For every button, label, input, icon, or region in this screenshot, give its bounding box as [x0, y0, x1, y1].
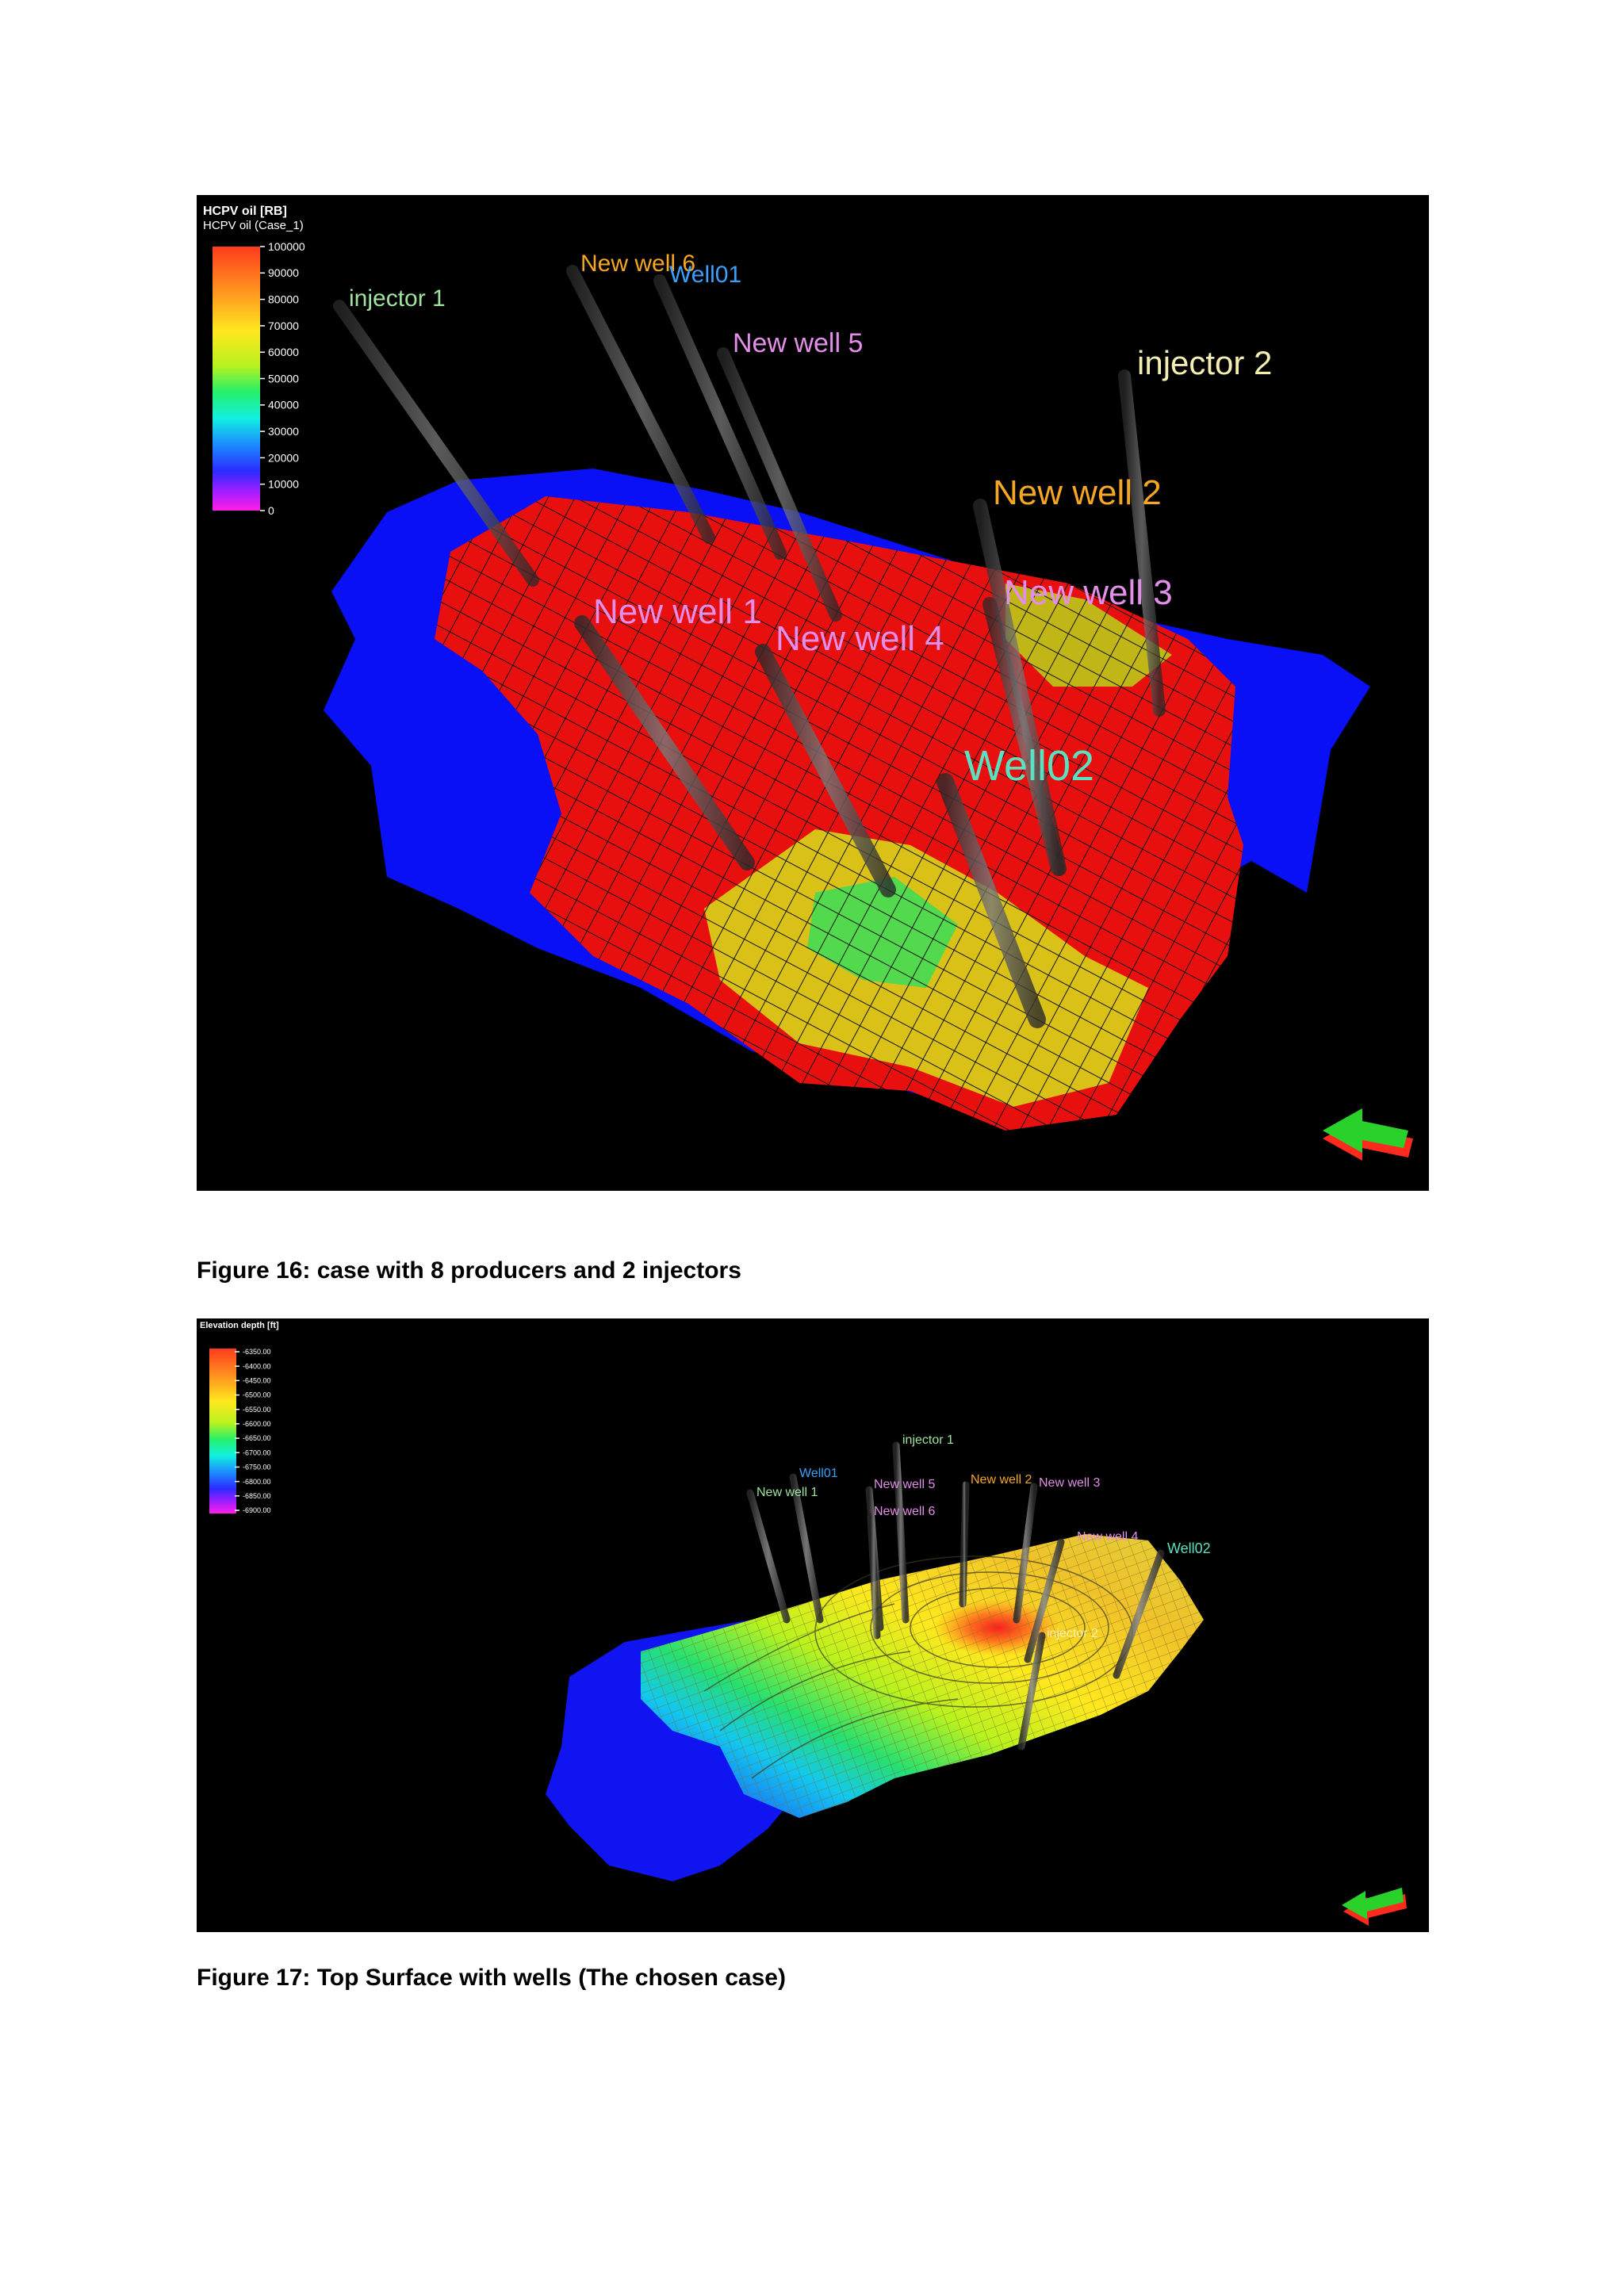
- legend-tick-label: -6500.00: [243, 1391, 271, 1399]
- legend-colorbar: [209, 1349, 236, 1513]
- well-label-new-well-5: New well 5: [733, 328, 863, 358]
- well-label-new-well-4: New well 4: [776, 619, 944, 658]
- legend-tick-label: 50000: [268, 372, 299, 385]
- well-label-well01: Well01: [669, 262, 741, 288]
- well-label-well02: Well02: [1167, 1540, 1211, 1556]
- legend-ticks: -6350.00 -6400.00 -6450.00 -6500.00 -6550.00…: [235, 1348, 271, 1514]
- legend-colorbar: [213, 247, 260, 511]
- well-label-new-well-5: New well 5: [874, 1478, 935, 1491]
- legend-title: HCPV oil [RB]: [203, 205, 287, 218]
- well-label-new-well-6: New well 6: [580, 251, 695, 277]
- well-label-well02: Well02: [964, 742, 1094, 790]
- legend-tick-label: -6900.00: [243, 1506, 271, 1514]
- figure-16-caption: Figure 16: case with 8 producers and 2 i…: [197, 1257, 741, 1284]
- well-pipes: [746, 1441, 1165, 1751]
- legend-subtitle: HCPV oil (Case_1): [203, 219, 304, 232]
- figure-16-scene: HCPV oil [RB] HCPV oil (Case_1) 10000090…: [203, 205, 1413, 1161]
- legend-tick-label: -6800.00: [243, 1478, 271, 1486]
- well-pipes: [333, 265, 1166, 1028]
- legend-ticks: 1000009000080000700006000050000400003000…: [260, 240, 305, 517]
- top-surface-grid-overlay: [641, 1534, 1204, 1818]
- legend-tick-label: 60000: [268, 346, 299, 358]
- legend-tick-label: -6450.00: [243, 1377, 271, 1385]
- well-label-new-well-4: New well 4: [1077, 1530, 1138, 1544]
- reservoir-grid-overlay: [435, 496, 1243, 1131]
- legend-tick-label: 90000: [268, 266, 299, 279]
- figure-17-caption: Figure 17: Top Surface with wells (The c…: [197, 1965, 786, 1991]
- figure-17-viewport: Elevation depth [ft] -6350.00 -6400.00 -64…: [197, 1318, 1429, 1932]
- orientation-arrow-icon: [1323, 1108, 1413, 1161]
- legend-tick-label: -6650.00: [243, 1434, 271, 1442]
- orientation-arrow-icon: [1342, 1888, 1407, 1926]
- legend-tick-label: -6750.00: [243, 1464, 271, 1471]
- well-label-new-well-3: New well 3: [1004, 573, 1173, 612]
- legend-tick-label: -6350.00: [243, 1348, 271, 1356]
- legend-tick-label: 40000: [268, 399, 299, 411]
- legend-title: Elevation depth [ft]: [200, 1321, 279, 1330]
- well-label-new-well-1: New well 1: [756, 1486, 818, 1499]
- legend-tick-label: 10000: [268, 478, 299, 491]
- well-label-new-well-3: New well 3: [1039, 1476, 1100, 1490]
- well-label-injector-1: injector 1: [349, 285, 446, 312]
- well-label-new-well-6: New well 6: [874, 1505, 935, 1518]
- legend-tick-label: 0: [268, 504, 274, 517]
- legend-tick-label: 70000: [268, 320, 299, 332]
- well-label-new-well-2: New well 2: [971, 1473, 1032, 1487]
- legend-tick-label: -6550.00: [243, 1406, 271, 1414]
- figure-16-viewport: HCPV oil [RB] HCPV oil (Case_1) 100000 90…: [197, 195, 1429, 1191]
- legend-tick-label: -6700.00: [243, 1448, 271, 1456]
- well-label-injector-2: injector 2: [1047, 1627, 1098, 1640]
- legend-tick-label: 80000: [268, 293, 299, 306]
- well-label-new-well-1: New well 1: [593, 592, 762, 631]
- legend-tick-label: 20000: [268, 451, 299, 464]
- legend-tick-label: -6600.00: [243, 1420, 271, 1428]
- well-label-injector-1: injector 1: [902, 1433, 954, 1447]
- legend-tick-label: 30000: [268, 425, 299, 438]
- well-label-new-well-2: New well 2: [993, 473, 1162, 512]
- legend-tick-label: -6400.00: [243, 1362, 271, 1370]
- legend-tick-label: 100000: [268, 240, 305, 253]
- figure-17-scene: Elevation depth [ft] -6350.00 -6400.00 -64…: [200, 1321, 1407, 1926]
- well-label-injector-2: injector 2: [1137, 344, 1272, 381]
- legend-tick-label: -6850.00: [243, 1492, 271, 1500]
- well-label-well01: Well01: [799, 1467, 838, 1480]
